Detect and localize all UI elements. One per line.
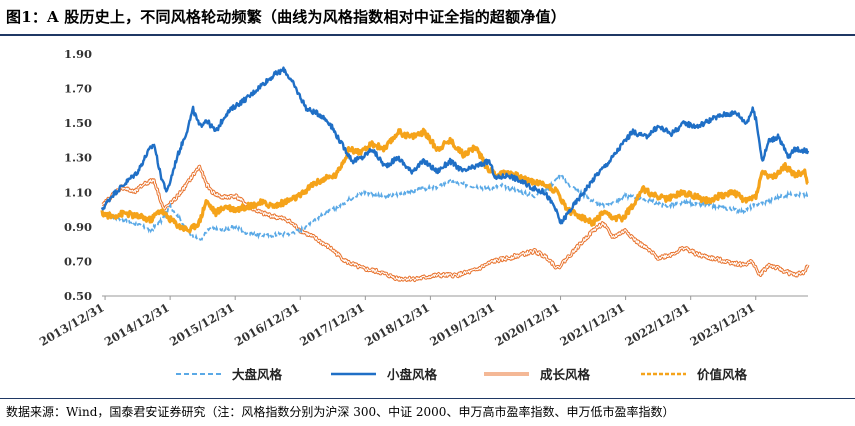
y-tick-label: 0.70 xyxy=(64,254,92,268)
y-tick-label: 1.30 xyxy=(64,151,92,165)
y-tick-label: 0.50 xyxy=(64,289,92,303)
series-lines xyxy=(100,66,810,283)
y-tick-label: 1.70 xyxy=(64,82,92,96)
legend-value: 价值风格 xyxy=(641,367,748,382)
line-chart: 0.50 0.70 0.90 1.10 1.30 1.50 1.70 1.90 2013/12… xyxy=(37,47,810,382)
y-tick-label: 1.90 xyxy=(64,47,92,61)
series-line-growth xyxy=(101,164,810,283)
y-tick-label: 1.10 xyxy=(64,185,92,199)
series-line-value xyxy=(100,127,809,234)
series-line-small-cap xyxy=(100,66,810,225)
x-tick-label: 2023/12/31 xyxy=(688,300,758,348)
x-tick-label: 2017/12/31 xyxy=(297,300,367,348)
legend-label: 大盘风格 xyxy=(232,367,283,382)
x-tick-label: 2014/12/31 xyxy=(102,300,172,348)
series-line-growth-inner xyxy=(101,165,809,282)
x-tick-label: 2020/12/31 xyxy=(492,300,562,348)
legend-label: 价值风格 xyxy=(697,367,748,382)
chart-title: 图1：A 股历史上，不同风格轮动频繁（曲线为风格指数相对中证全指的超额净值） xyxy=(6,8,566,26)
y-tick-label: 0.90 xyxy=(64,220,92,234)
y-axis: 0.50 0.70 0.90 1.10 1.30 1.50 1.70 1.90 xyxy=(64,47,92,303)
legend-growth: 成长风格 xyxy=(484,367,591,382)
x-axis: 2013/12/312014/12/312015/12/312016/12/31… xyxy=(37,295,808,349)
x-tick-label: 2021/12/31 xyxy=(557,300,627,348)
series-line-large-cap xyxy=(101,172,809,242)
legend-label: 成长风格 xyxy=(540,367,591,382)
source-note: 数据来源：Wind，国泰君安证券研究（注：风格指数分别为沪深 300、中证 20… xyxy=(6,405,675,419)
x-tick-label: 2015/12/31 xyxy=(167,300,237,348)
x-tick-label: 2018/12/31 xyxy=(362,300,432,348)
legend: 大盘风格 小盘风格 成长风格 价值风格 xyxy=(176,367,748,382)
x-tick-label: 2016/12/31 xyxy=(232,300,302,348)
x-tick-label: 2013/12/31 xyxy=(37,300,107,348)
top-rule xyxy=(0,34,855,36)
y-tick-label: 1.50 xyxy=(64,116,92,130)
legend-label: 小盘风格 xyxy=(386,367,438,382)
legend-large-cap: 大盘风格 xyxy=(176,367,283,382)
x-tick-label: 2019/12/31 xyxy=(427,300,497,348)
x-tick-label: 2022/12/31 xyxy=(622,300,692,348)
legend-small-cap: 小盘风格 xyxy=(331,367,438,382)
bottom-rule xyxy=(0,398,855,399)
